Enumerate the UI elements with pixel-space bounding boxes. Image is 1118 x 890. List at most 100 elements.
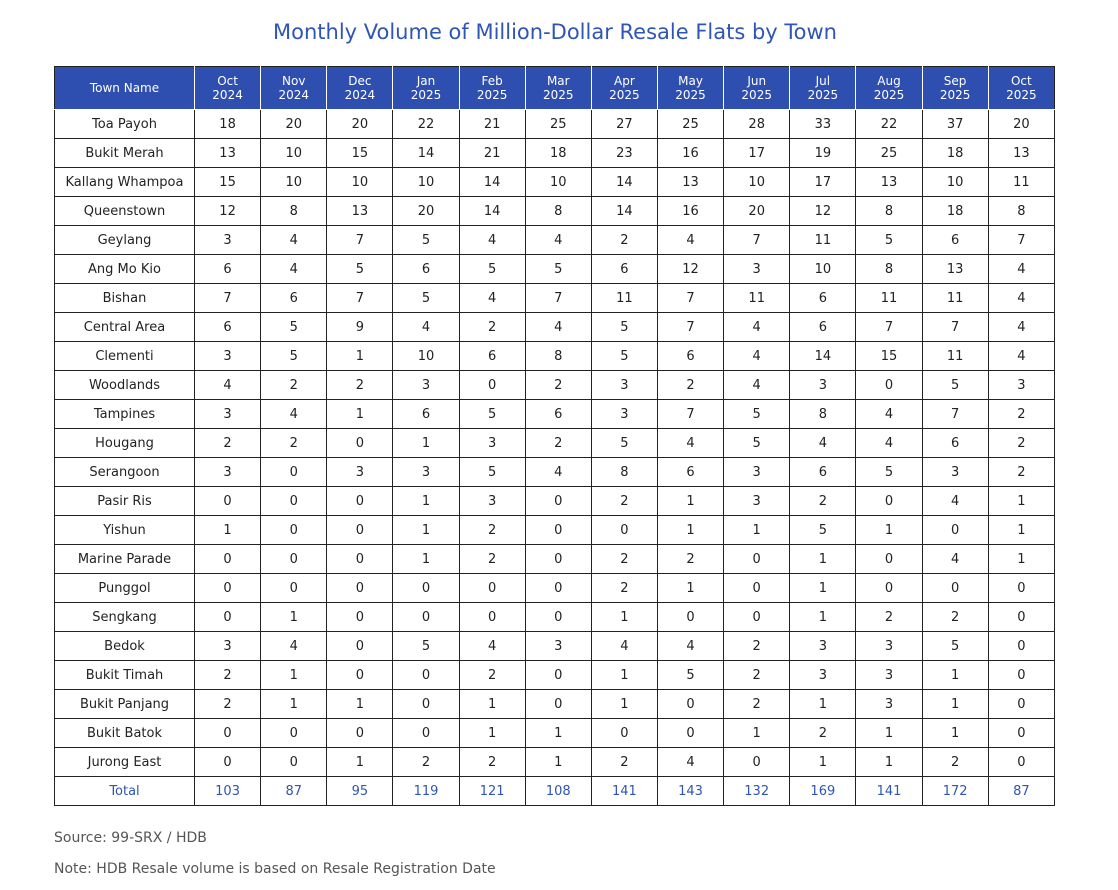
value-cell: 3 xyxy=(723,486,791,516)
value-cell: 4 xyxy=(656,747,725,777)
value-cell: 13 xyxy=(193,138,262,168)
header-cell: Sep 2025 xyxy=(921,66,989,110)
value-cell: 0 xyxy=(723,573,791,603)
value-cell: 3 xyxy=(789,660,857,690)
value-cell: 5 xyxy=(458,457,526,487)
value-cell: 1 xyxy=(987,515,1056,545)
value-cell: 4 xyxy=(458,283,526,313)
value-cell: 0 xyxy=(260,457,328,487)
header-year: 2025 xyxy=(476,88,508,102)
value-cell: 11 xyxy=(921,341,989,371)
value-cell: 3 xyxy=(921,457,989,487)
header-year: 2025 xyxy=(410,88,442,102)
value-cell: 11 xyxy=(590,283,658,313)
total-cell: 87 xyxy=(987,776,1056,806)
value-cell: 0 xyxy=(723,544,791,574)
header-month: Dec xyxy=(348,74,372,88)
town-cell: Hougang xyxy=(54,428,195,458)
value-cell: 5 xyxy=(855,225,923,255)
value-cell: 6 xyxy=(656,457,725,487)
value-cell: 11 xyxy=(921,283,989,313)
value-cell: 7 xyxy=(326,225,394,255)
value-cell: 0 xyxy=(921,573,989,603)
total-row: Total 103 87 95 119 121 108 141 143 132 169 141 172 8… xyxy=(54,776,1056,806)
value-cell: 20 xyxy=(987,109,1056,139)
value-cell: 1 xyxy=(392,486,460,516)
value-cell: 5 xyxy=(921,631,989,661)
value-cell: 25 xyxy=(524,109,592,139)
value-cell: 0 xyxy=(987,689,1056,719)
value-cell: 3 xyxy=(789,631,857,661)
header-month: Feb xyxy=(481,74,503,88)
value-cell: 0 xyxy=(590,718,658,748)
value-cell: 5 xyxy=(590,341,658,371)
header-year: 2024 xyxy=(344,88,376,102)
town-cell: Bukit Merah xyxy=(54,138,195,168)
value-cell: 15 xyxy=(855,341,923,371)
value-cell: 1 xyxy=(723,515,791,545)
value-cell: 33 xyxy=(789,109,857,139)
town-cell: Serangoon xyxy=(54,457,195,487)
value-cell: 2 xyxy=(921,747,989,777)
value-cell: 0 xyxy=(260,573,328,603)
value-cell: 0 xyxy=(723,602,791,632)
total-cell: 143 xyxy=(656,776,725,806)
total-cell: 169 xyxy=(789,776,857,806)
value-cell: 22 xyxy=(855,109,923,139)
value-cell: 2 xyxy=(458,312,526,342)
value-cell: 4 xyxy=(193,370,262,400)
table-row: Ang Mo Kio 6 4 5 6 5 5 6 12 3 10 8 13 4 xyxy=(54,254,1056,284)
value-cell: 2 xyxy=(590,573,658,603)
value-cell: 1 xyxy=(656,486,725,516)
header-cell: Mar 2025 xyxy=(524,66,592,110)
value-cell: 2 xyxy=(723,689,791,719)
value-cell: 3 xyxy=(723,254,791,284)
value-cell: 8 xyxy=(524,341,592,371)
value-cell: 4 xyxy=(723,370,791,400)
value-cell: 0 xyxy=(326,515,394,545)
header-cell: Town Name xyxy=(54,66,195,110)
value-cell: 7 xyxy=(723,225,791,255)
value-cell: 3 xyxy=(789,370,857,400)
header-cell: Jul 2025 xyxy=(789,66,857,110)
value-cell: 18 xyxy=(524,138,592,168)
town-cell: Yishun xyxy=(54,515,195,545)
header-month: Sep xyxy=(943,74,967,88)
value-cell: 5 xyxy=(921,370,989,400)
value-cell: 10 xyxy=(326,167,394,197)
value-cell: 2 xyxy=(789,486,857,516)
value-cell: 5 xyxy=(723,399,791,429)
town-cell: Marine Parade xyxy=(54,544,195,574)
table-row: Jurong East 0 0 1 2 2 1 2 4 0 1 1 2 0 xyxy=(54,747,1056,777)
value-cell: 10 xyxy=(789,254,857,284)
town-cell: Bishan xyxy=(54,283,195,313)
value-cell: 1 xyxy=(392,428,460,458)
town-cell: Jurong East xyxy=(54,747,195,777)
value-cell: 0 xyxy=(326,631,394,661)
value-cell: 0 xyxy=(392,718,460,748)
value-cell: 9 xyxy=(326,312,394,342)
value-cell: 19 xyxy=(789,138,857,168)
value-cell: 0 xyxy=(458,602,526,632)
value-cell: 1 xyxy=(789,544,857,574)
header-year: 2024 xyxy=(278,88,309,102)
value-cell: 1 xyxy=(855,747,923,777)
table-row: Bukit Batok 0 0 0 0 1 1 0 0 1 2 1 1 0 xyxy=(54,718,1056,748)
value-cell: 4 xyxy=(524,457,592,487)
value-cell: 3 xyxy=(524,631,592,661)
value-cell: 20 xyxy=(723,196,791,226)
value-cell: 1 xyxy=(921,718,989,748)
value-cell: 6 xyxy=(193,312,262,342)
value-cell: 5 xyxy=(723,428,791,458)
value-cell: 3 xyxy=(458,486,526,516)
town-cell: Clementi xyxy=(54,341,195,371)
value-cell: 11 xyxy=(855,283,923,313)
value-cell: 25 xyxy=(656,109,725,139)
town-cell: Ang Mo Kio xyxy=(54,254,195,284)
header-month: May xyxy=(678,74,703,88)
value-cell: 5 xyxy=(392,283,460,313)
table-row: Hougang 2 2 0 1 3 2 5 4 5 4 4 6 2 xyxy=(54,428,1056,458)
value-cell: 10 xyxy=(524,167,592,197)
value-cell: 0 xyxy=(987,660,1056,690)
value-cell: 2 xyxy=(193,660,262,690)
